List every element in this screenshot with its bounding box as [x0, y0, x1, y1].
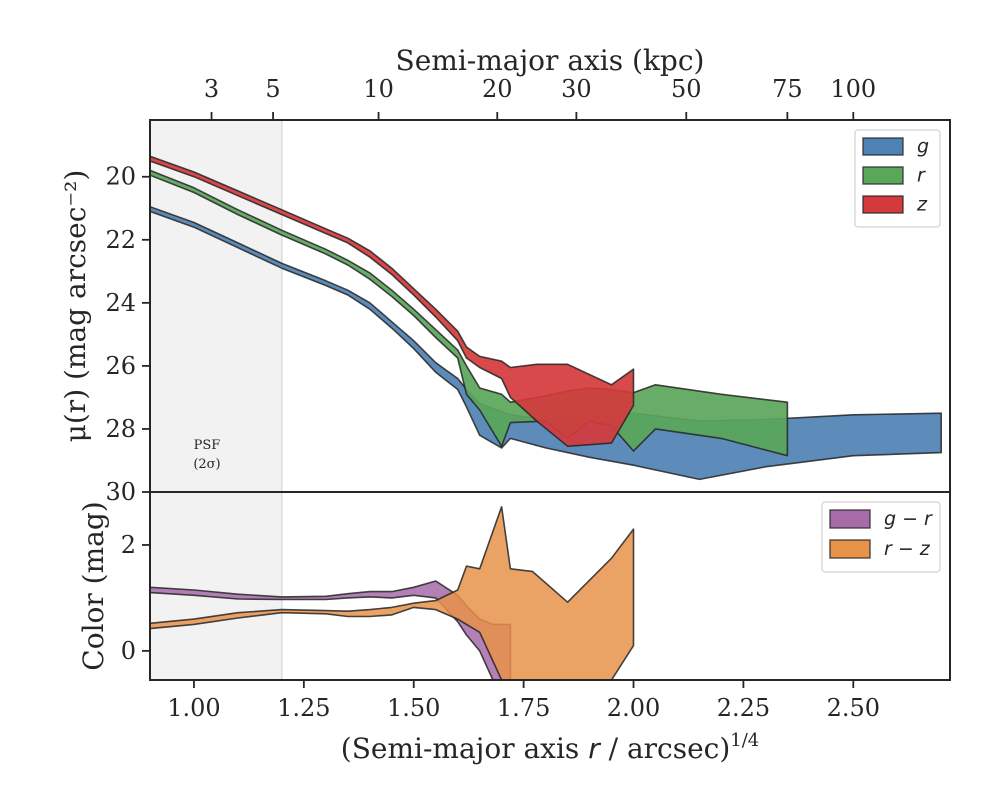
top-x-tick-label: 50 [671, 75, 702, 103]
top-x-tick-label: 100 [830, 75, 876, 103]
series-band-z [150, 155, 635, 448]
xlabel-main: (Semi-major axis [341, 732, 588, 765]
legend-swatch [829, 539, 871, 559]
x-tick-label: 1.00 [167, 694, 220, 722]
x-tick-label: 1.75 [497, 694, 550, 722]
y-tick-label: 24 [105, 289, 136, 317]
top-x-tick-label: 10 [363, 75, 394, 103]
top-xlabel: Semi-major axis (kpc) [396, 44, 705, 77]
series-band-r [150, 169, 789, 457]
y-tick-label: 30 [105, 478, 136, 506]
bottom-panel: 1.00 1.25 1.50 1.75 2.00 2.25 2.50 0 2 (Semi-maj… [77, 491, 951, 765]
x-tick-label: 1.50 [387, 694, 440, 722]
series-band-gr [150, 580, 512, 680]
x-tick-label: 1.25 [277, 694, 330, 722]
psf-region [150, 120, 282, 492]
legend-swatch [862, 166, 904, 185]
psf-region [150, 492, 282, 680]
top-plot-area: PSF (2σ) [150, 120, 942, 492]
x-tick-label: 2.25 [717, 694, 770, 722]
psf-label: PSF [194, 438, 221, 453]
legend-entry: r [917, 165, 926, 187]
bottom-panel-frame [149, 491, 951, 681]
legend-swatch [862, 195, 904, 214]
top-x-tick-label: 30 [561, 75, 592, 103]
legend-swatch [829, 509, 871, 529]
legend-entry: r − z [884, 538, 931, 560]
xlabel-var: r [588, 732, 601, 765]
bottom-xlabel: (Semi-major axis r / arcsec)1/4 [341, 730, 759, 765]
y-tick-label: 20 [105, 163, 136, 191]
bottom-plot-area [150, 492, 635, 680]
top-panel: PSF (2σ) 20 22 24 26 28 30 3 5 10 20 30 50 75 100 Semi… [59, 44, 951, 506]
y-tick-label: 26 [105, 352, 136, 380]
top-x-tick-label: 20 [482, 75, 513, 103]
psf-label-sigma: (2σ) [193, 457, 220, 472]
top-x-tick-label: 75 [772, 75, 803, 103]
x-tick-label: 2.00 [607, 694, 660, 722]
bottom-axis-ticks: 1.00 1.25 1.50 1.75 2.00 2.25 2.50 0 2 [121, 531, 880, 722]
top-ylabel: μ(r) (mag arcsec⁻²) [59, 170, 92, 443]
top-legend: grz [854, 129, 941, 228]
xlabel-rest: / arcsec) [600, 732, 731, 765]
y-tick-label: 2 [121, 531, 136, 559]
legend-entry: g [917, 136, 929, 158]
top-axis-ticks: 20 22 24 26 28 30 3 5 10 20 30 50 75 100 [105, 75, 876, 506]
y-tick-label: 0 [121, 637, 136, 665]
series-band-rz [150, 506, 635, 680]
legend-entry: g − r [884, 508, 933, 530]
top-x-tick-label: 3 [204, 75, 219, 103]
bottom-legend: g − r r − z [821, 501, 941, 573]
legend-entry: z [916, 194, 928, 216]
y-tick-label: 28 [105, 415, 136, 443]
top-x-tick-label: 5 [265, 75, 280, 103]
xlabel-sup: 1/4 [730, 730, 759, 751]
legend-swatch [862, 137, 904, 156]
y-tick-label: 22 [105, 226, 136, 254]
bottom-ylabel: Color (mag) [77, 501, 110, 670]
x-tick-label: 2.50 [827, 694, 880, 722]
